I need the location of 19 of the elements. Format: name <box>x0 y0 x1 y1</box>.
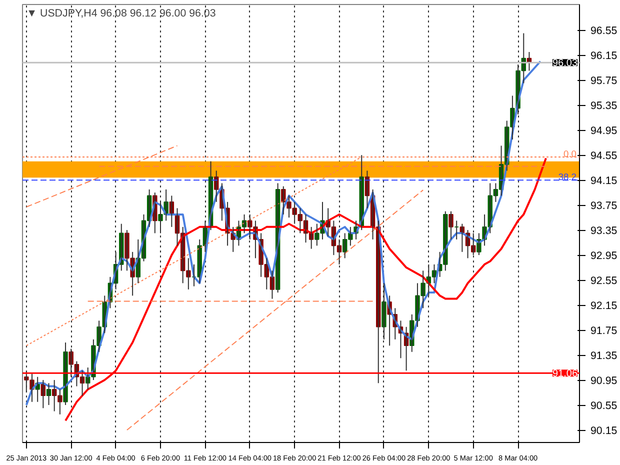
y-tick-label: 95.75 <box>590 75 618 88</box>
y-tick-label: 90.15 <box>590 425 618 438</box>
y-tick-label: 94.15 <box>590 175 618 188</box>
y-tick-label: 96.15 <box>590 50 618 62</box>
y-tick-label: 93.35 <box>590 225 618 238</box>
y-tick-label: 93.75 <box>590 200 618 212</box>
y-tick-label: 92.55 <box>590 275 618 288</box>
y-tick-label: 90.55 <box>590 400 618 412</box>
y-tick-label: 96.55 <box>590 25 618 38</box>
y-tick-label: 92.15 <box>590 300 618 312</box>
annotation: 0.0 <box>564 148 576 159</box>
y-tick-label: 91.35 <box>590 350 618 362</box>
y-tick-label: 92.95 <box>590 250 618 262</box>
y-tick-label: 95.35 <box>590 100 618 112</box>
y-tick-label: 90.95 <box>590 375 618 388</box>
chart-title: ▼ USDJPY,H4 96.08 96.12 96.00 96.03 <box>26 8 216 20</box>
y-tick-label: 91.75 <box>590 325 618 338</box>
y-tick-label: 94.95 <box>590 125 618 138</box>
y-tick-label: 94.55 <box>590 150 618 162</box>
